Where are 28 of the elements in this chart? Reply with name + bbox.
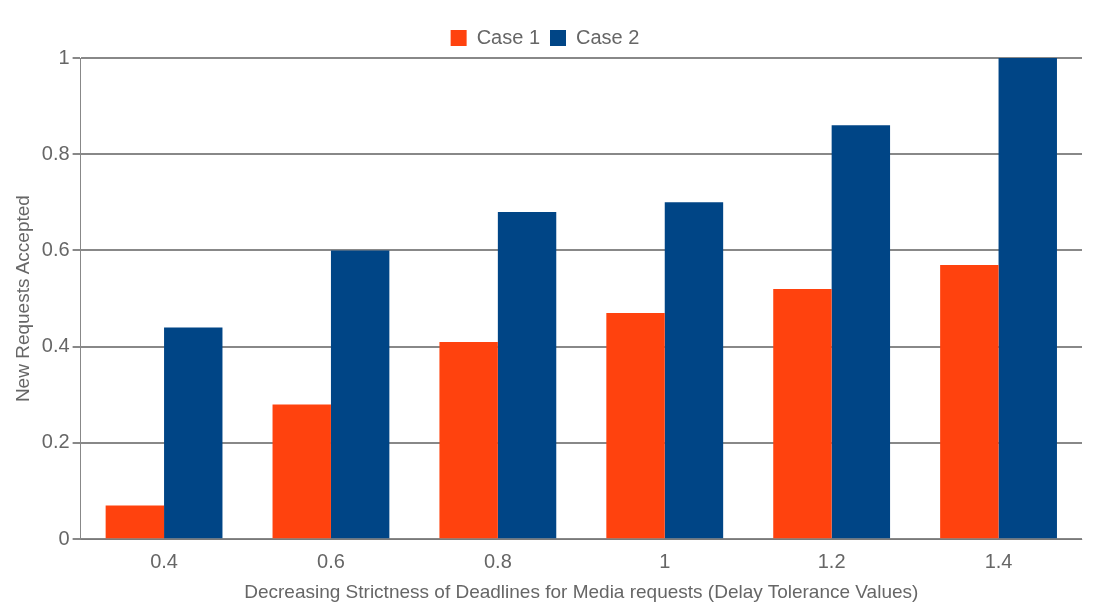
- bar: [105, 505, 165, 539]
- bar: [831, 125, 891, 539]
- y-axis-title: New Requests Accepted: [11, 195, 33, 403]
- bar: [998, 58, 1057, 539]
- x-tick-label: 0.4: [150, 549, 178, 572]
- bar: [330, 250, 390, 539]
- legend-label: Case 2: [576, 25, 640, 48]
- legend-label: Case 1: [476, 25, 541, 48]
- bar: [773, 288, 832, 539]
- y-tick-label: 0.8: [41, 141, 70, 164]
- x-tick-label: 1.4: [984, 549, 1013, 572]
- x-tick-label: 0.8: [483, 549, 512, 572]
- bar: [439, 341, 498, 539]
- y-tick-label: 0.6: [41, 238, 70, 260]
- x-tick-label: 1.2: [817, 549, 846, 572]
- y-tick-label: 0.4: [41, 334, 70, 357]
- bar: [272, 404, 331, 539]
- y-tick-label: 1: [58, 45, 70, 68]
- x-tick-label: 1: [659, 549, 671, 572]
- bar: [497, 211, 557, 539]
- y-tick-label: 0: [58, 526, 70, 549]
- bar: [940, 264, 999, 539]
- bar: [664, 202, 724, 539]
- bar: [164, 327, 223, 539]
- x-axis-title: Decreasing Strictness of Deadlines for Media requests (Delay Tolerance Values): [244, 580, 919, 602]
- x-tick-label: 0.6: [317, 549, 345, 572]
- bar: [606, 313, 665, 539]
- y-tick-label: 0.2: [41, 430, 70, 453]
